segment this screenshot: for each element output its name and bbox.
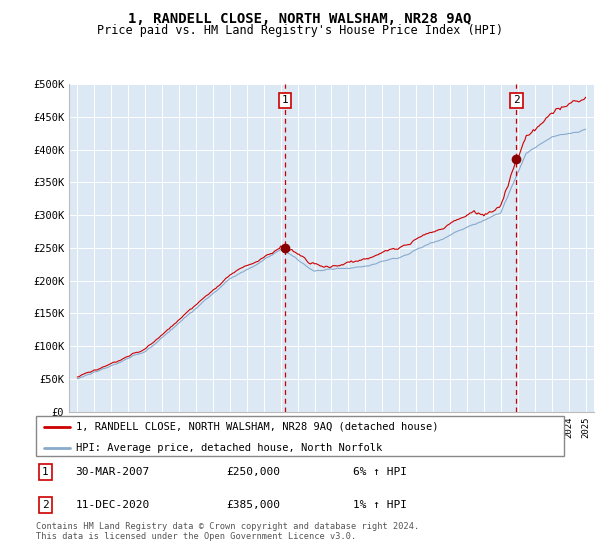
Text: 1, RANDELL CLOSE, NORTH WALSHAM, NR28 9AQ: 1, RANDELL CLOSE, NORTH WALSHAM, NR28 9A… xyxy=(128,12,472,26)
Text: 1: 1 xyxy=(281,95,289,105)
Text: 6% ↑ HPI: 6% ↑ HPI xyxy=(353,467,407,477)
Text: 1% ↑ HPI: 1% ↑ HPI xyxy=(353,500,407,510)
FancyBboxPatch shape xyxy=(36,416,564,456)
Text: £385,000: £385,000 xyxy=(226,500,280,510)
Text: 2: 2 xyxy=(42,500,49,510)
Text: 1, RANDELL CLOSE, NORTH WALSHAM, NR28 9AQ (detached house): 1, RANDELL CLOSE, NORTH WALSHAM, NR28 9A… xyxy=(76,422,438,432)
Text: 2: 2 xyxy=(513,95,520,105)
Text: Contains HM Land Registry data © Crown copyright and database right 2024.
This d: Contains HM Land Registry data © Crown c… xyxy=(36,522,419,542)
Text: £250,000: £250,000 xyxy=(226,467,280,477)
Text: 1: 1 xyxy=(42,467,49,477)
Text: 11-DEC-2020: 11-DEC-2020 xyxy=(76,500,150,510)
Text: HPI: Average price, detached house, North Norfolk: HPI: Average price, detached house, Nort… xyxy=(76,442,382,452)
Text: Price paid vs. HM Land Registry's House Price Index (HPI): Price paid vs. HM Land Registry's House … xyxy=(97,24,503,37)
Text: 30-MAR-2007: 30-MAR-2007 xyxy=(76,467,150,477)
